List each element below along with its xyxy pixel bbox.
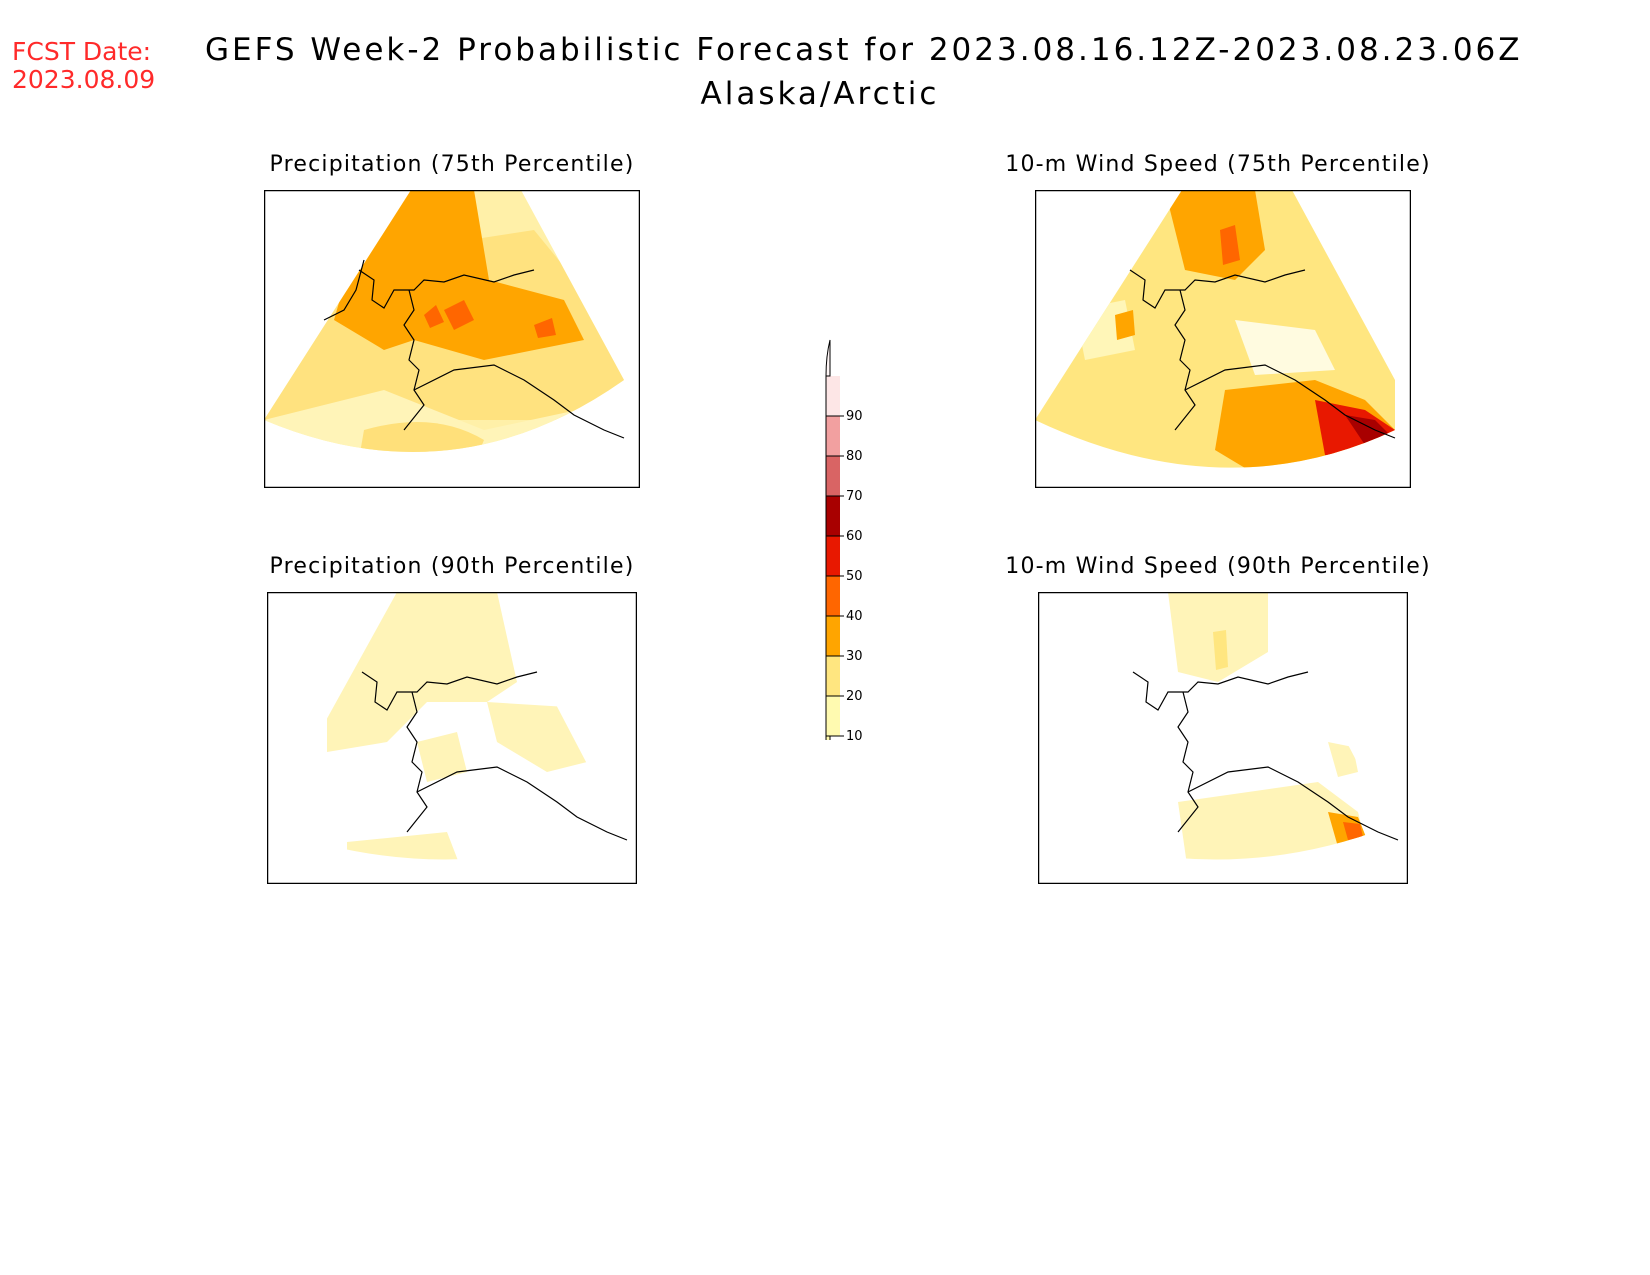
colorbar: 10 20 30 40 50 60 70 80 90 — [825, 339, 863, 740]
colorbar-segment — [826, 456, 840, 496]
colorbar-segment — [826, 536, 840, 576]
panel-title-wind90: 10-m Wind Speed (90th Percentile) — [1005, 554, 1431, 579]
colorbar-bottom-cap — [825, 735, 831, 740]
colorbar-segment — [826, 496, 840, 536]
map-precip75 — [264, 190, 640, 488]
colorbar-label: 90 — [846, 409, 863, 424]
colorbar-segment — [826, 416, 840, 456]
colorbar-label: 30 — [846, 649, 863, 664]
colorbar-segment — [826, 376, 840, 416]
colorbar-segment — [826, 696, 840, 736]
colorbar-label: 40 — [846, 609, 863, 624]
forecast-date-value: 2023.08.09 — [12, 65, 156, 94]
title-line-2: Alaska/Arctic — [700, 76, 940, 112]
forecast-date-label: FCST Date: — [12, 37, 152, 66]
coastline — [1129, 269, 1396, 439]
forecast-date: FCST Date: 2023.08.09 — [12, 38, 155, 94]
panel-title-precip90: Precipitation (90th Percentile) — [269, 554, 635, 579]
colorbar-segment — [826, 656, 840, 696]
colorbar-label: 20 — [846, 689, 863, 704]
colorbar-label: 80 — [846, 449, 863, 464]
colorbar-label: 10 — [846, 729, 863, 740]
colorbar-label: 50 — [846, 569, 863, 584]
coastline — [361, 671, 628, 841]
panel-title-precip75: Precipitation (75th Percentile) — [269, 152, 635, 177]
colorbar-label: 60 — [846, 529, 863, 544]
map-precip90 — [267, 592, 637, 884]
colorbar-segment — [826, 616, 840, 656]
coastline — [323, 259, 625, 439]
map-wind75 — [1035, 190, 1411, 488]
colorbar-segment — [826, 576, 840, 616]
panel-title-wind75: 10-m Wind Speed (75th Percentile) — [1005, 152, 1431, 177]
colorbar-top-cap — [825, 339, 831, 377]
title-line-1: GEFS Week-2 Probabilistic Forecast for 2… — [205, 32, 1523, 68]
map-wind90 — [1038, 592, 1408, 884]
colorbar-label: 70 — [846, 489, 863, 504]
coastline — [1132, 671, 1399, 841]
